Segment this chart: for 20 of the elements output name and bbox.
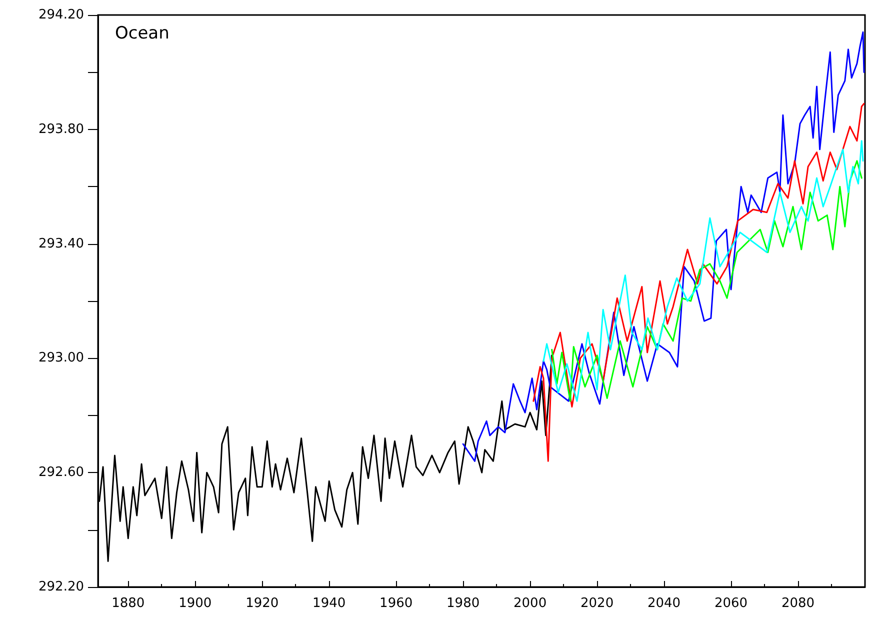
x-tick-label: 1940 bbox=[312, 596, 346, 611]
y-tick-label: 293.00 bbox=[38, 350, 84, 366]
line-series bbox=[462, 31, 865, 462]
x-tick-label: 2040 bbox=[647, 596, 681, 611]
y-tick-label: 293.80 bbox=[38, 122, 84, 137]
x-tick-label: 1900 bbox=[178, 596, 212, 611]
x-tick-label: 1920 bbox=[246, 596, 279, 611]
x-tick-label: 2000 bbox=[514, 596, 547, 611]
x-tick-label: 1880 bbox=[112, 596, 145, 611]
text: Ocean bbox=[115, 24, 170, 44]
y-tick-label: 294.20 bbox=[38, 8, 84, 22]
y-tick-label: 292.20 bbox=[38, 580, 84, 594]
y-tick-label: 292.60 bbox=[38, 465, 84, 480]
x-tick-label: 2020 bbox=[580, 596, 614, 611]
x-tick-label: 2080 bbox=[781, 596, 815, 611]
x-tick-label: 1980 bbox=[446, 596, 480, 611]
y-tick-label: 293.40 bbox=[38, 236, 84, 252]
line-series bbox=[532, 102, 865, 462]
x-tick-label: 1960 bbox=[380, 596, 413, 611]
x-tick-label: 2060 bbox=[714, 596, 748, 611]
